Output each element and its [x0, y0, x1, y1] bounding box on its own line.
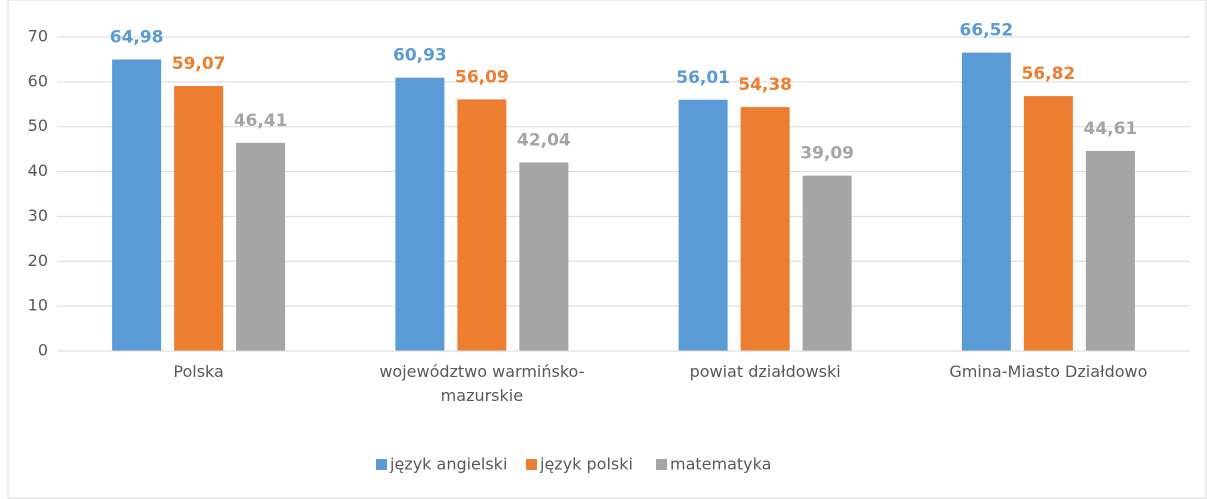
- y-tick-label: 0: [38, 341, 48, 360]
- value-label: 56,09: [455, 67, 509, 87]
- bar: [236, 142, 286, 351]
- value-label: 59,07: [172, 54, 226, 74]
- x-tick-label: powiat działdowski: [689, 362, 841, 381]
- bar: [519, 162, 569, 351]
- legend-label: język angielski: [389, 455, 507, 474]
- value-label: 56,82: [1021, 64, 1075, 84]
- value-label: 66,52: [959, 21, 1013, 41]
- bar: [174, 86, 224, 351]
- bar: [802, 175, 852, 351]
- bar: [1085, 150, 1135, 351]
- y-tick-label: 40: [28, 161, 48, 180]
- value-label: 39,09: [800, 144, 854, 164]
- y-tick-label: 50: [28, 116, 48, 135]
- y-tick-label: 20: [28, 251, 48, 270]
- bar: [112, 59, 162, 352]
- y-tick-label: 10: [28, 296, 48, 315]
- legend-label: język polski: [539, 455, 633, 474]
- chart-frame: [7, 0, 1207, 499]
- legend-swatch: [656, 459, 667, 470]
- y-tick-label: 30: [28, 206, 48, 225]
- value-label: 42,04: [517, 130, 571, 150]
- bar: [457, 99, 507, 351]
- value-label: 46,41: [234, 111, 288, 131]
- x-tick-label: Polska: [173, 362, 224, 381]
- x-tick-label: województwo warmińsko-mazurskie: [379, 362, 585, 405]
- bar: [740, 107, 790, 351]
- y-tick-label: 60: [28, 71, 48, 90]
- legend-swatch: [526, 459, 537, 470]
- legend-label: matematyka: [670, 455, 771, 474]
- bar: [961, 52, 1011, 351]
- value-label: 54,38: [738, 75, 792, 95]
- legend-swatch: [376, 459, 387, 470]
- bar: [678, 99, 728, 351]
- y-tick-label: 70: [28, 27, 48, 46]
- value-label: 60,93: [393, 46, 447, 66]
- bar: [1023, 96, 1073, 352]
- value-label: 64,98: [110, 28, 164, 48]
- bar: [395, 77, 445, 351]
- value-label: 56,01: [676, 68, 730, 88]
- value-label: 44,61: [1083, 119, 1137, 139]
- x-tick-label: Gmina-Miasto Działdowo: [949, 362, 1148, 381]
